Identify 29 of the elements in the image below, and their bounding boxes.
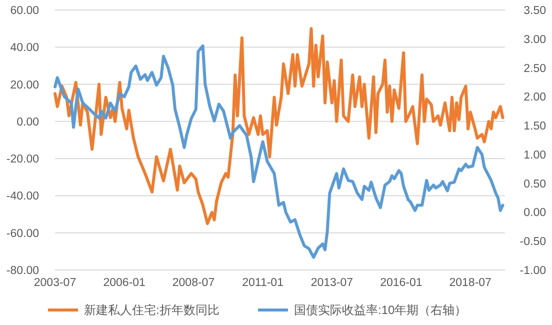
y-tick-label: 20.00 (10, 79, 39, 92)
legend-label: 新建私人住宅:折年数同比 (84, 303, 220, 317)
x-tick-label: 2016-01 (380, 277, 422, 289)
y-tick-label: -60.00 (6, 228, 39, 240)
x-tick-label: 2008-07 (172, 277, 215, 289)
x-tick-label: 2006-01 (103, 277, 146, 289)
y2-tick-label: 0.50 (524, 178, 546, 190)
x-tick-label: 2011-01 (242, 277, 284, 289)
x-tick-label: 2018-07 (449, 277, 492, 289)
y2-tick-label: -1.00 (520, 265, 546, 278)
y-tick-label: -80.00 (6, 265, 39, 278)
y-tick-label: 60.00 (10, 5, 39, 18)
y2-tick-label: 1.50 (524, 120, 546, 133)
y2-tick-label: 2.00 (524, 92, 546, 104)
y-tick-label: -40.00 (6, 190, 39, 203)
line-series (54, 27, 504, 226)
y2-tick-label: 3.50 (524, 5, 546, 18)
y2-tick-label: 0.00 (524, 207, 546, 220)
x-tick-label: 2003-07 (34, 277, 76, 289)
y2-tick-label: 1.00 (524, 149, 546, 162)
y-tick-label: -20.00 (6, 154, 39, 166)
y2-tick-label: 2.50 (524, 62, 546, 75)
y-tick-label: 40.00 (10, 42, 39, 54)
y2-tick-label: -0.50 (520, 236, 546, 248)
x-tick-label: 2013-07 (310, 277, 354, 289)
y2-tick-label: 3.00 (524, 34, 546, 46)
line-series (54, 44, 504, 259)
y-tick-label: 0.00 (16, 116, 39, 128)
legend-label: 国债实际收益率:10年期（右轴） (294, 303, 467, 317)
